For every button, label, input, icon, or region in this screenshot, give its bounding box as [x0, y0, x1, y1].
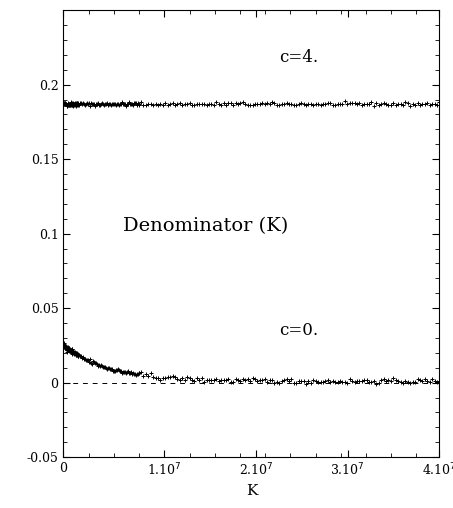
- Text: Denominator (K): Denominator (K): [123, 217, 288, 235]
- Text: c=4.: c=4.: [279, 49, 318, 67]
- Text: c=0.: c=0.: [279, 322, 318, 339]
- X-axis label: K: K: [246, 484, 257, 498]
